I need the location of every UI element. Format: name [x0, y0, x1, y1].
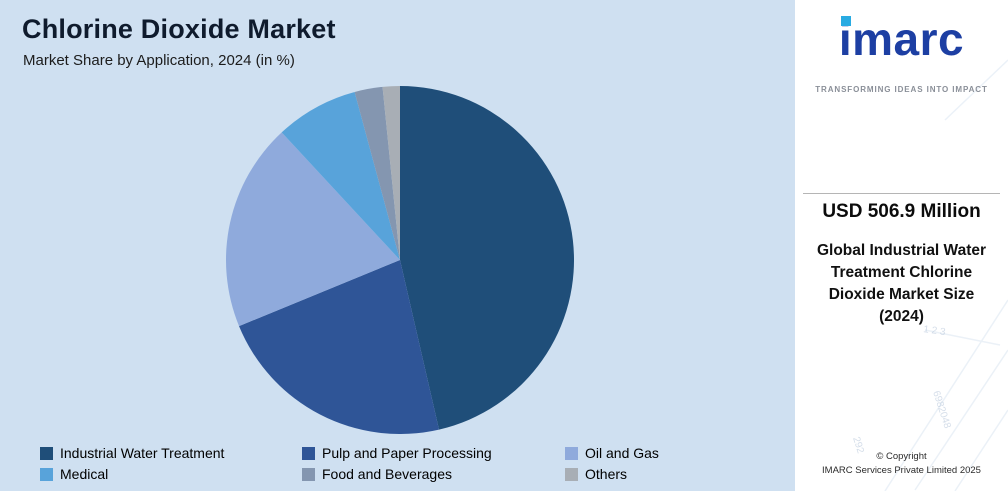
copyright-line-1: © Copyright — [876, 451, 927, 462]
pie-slice — [239, 260, 440, 434]
watermark-digits: 6982048 — [930, 390, 953, 431]
pie-slice — [400, 86, 574, 430]
legend-item: Others — [565, 466, 787, 482]
copyright: © Copyright IMARC Services Private Limit… — [795, 450, 1008, 478]
page-title: Chlorine Dioxide Market — [22, 14, 336, 44]
legend-swatch — [302, 446, 315, 460]
brand-panel: 1 2 3 6982048 292 imarc TRANSFORMING IDE… — [795, 0, 1008, 491]
imarc-logo: imarc — [795, 10, 1008, 70]
legend-label: Food and Beverages — [322, 466, 452, 482]
copyright-line-2: IMARC Services Private Limited 2025 — [822, 465, 981, 476]
legend-swatch — [302, 467, 315, 481]
legend-label: Medical — [60, 466, 109, 482]
imarc-logo-text: imarc — [838, 13, 965, 65]
legend-label: Pulp and Paper Processing — [322, 445, 492, 461]
legend-label: Others — [585, 466, 628, 482]
legend: Industrial Water Treatment Pulp and Pape… — [40, 445, 787, 482]
market-value: USD 506.9 Million — [822, 201, 981, 222]
pie-chart — [226, 86, 574, 434]
legend-item: Oil and Gas — [565, 445, 787, 461]
divider-line — [803, 193, 1000, 194]
legend-item: Industrial Water Treatment — [40, 445, 302, 461]
legend-swatch — [40, 467, 53, 481]
pie-slice — [281, 92, 400, 260]
pie-slice — [354, 86, 400, 260]
pie-chart-svg — [226, 86, 574, 434]
pie-slice — [382, 86, 400, 260]
legend-swatch — [565, 467, 578, 481]
legend-item: Food and Beverages — [302, 466, 565, 482]
imarc-logo-dot-icon — [840, 16, 851, 26]
pie-slice — [226, 132, 400, 327]
brand-tagline: TRANSFORMING IDEAS INTO IMPACT — [815, 85, 988, 94]
chart-subtitle: Market Share by Application, 2024 (in %) — [23, 52, 295, 69]
legend-item: Medical — [40, 466, 302, 482]
legend-label: Industrial Water Treatment — [60, 445, 225, 461]
market-size-label: Global Industrial Water Treatment Chlori… — [816, 242, 987, 325]
legend-label: Oil and Gas — [585, 445, 659, 461]
legend-item: Pulp and Paper Processing — [302, 445, 565, 461]
legend-swatch — [40, 446, 53, 460]
legend-swatch — [565, 446, 578, 460]
chart-panel: Chlorine Dioxide Market Market Share by … — [0, 0, 795, 491]
